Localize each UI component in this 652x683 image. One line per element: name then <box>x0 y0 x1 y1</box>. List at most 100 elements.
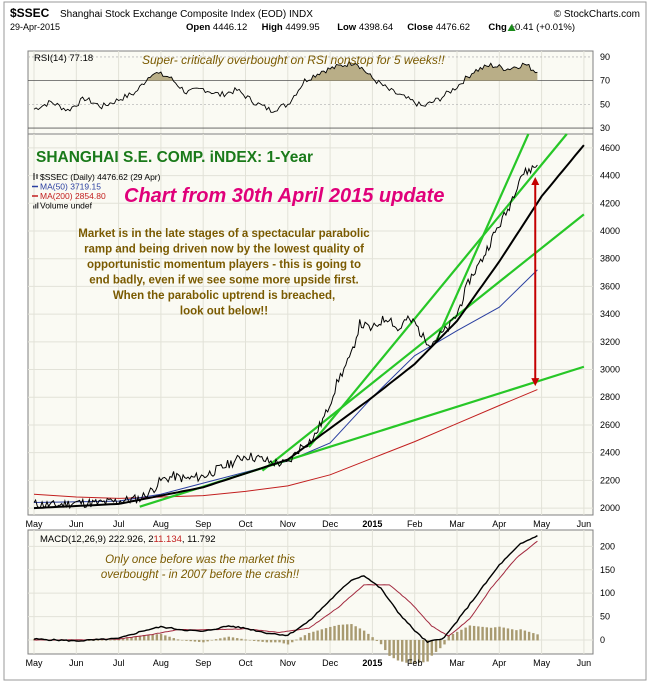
histogram-bar <box>117 639 120 641</box>
macd-tick-label: 150 <box>600 565 615 575</box>
x-tick-label: Aug <box>153 658 169 668</box>
x-tick-label: Feb <box>407 658 423 668</box>
chart-title: SHANGHAI S.E. COMP. iNDEX: 1-Year <box>36 149 313 166</box>
histogram-bar <box>456 631 459 641</box>
histogram-bar <box>274 639 277 643</box>
legend-entry: $SSEC (Daily) 4476.62 (29 Apr) <box>40 172 161 182</box>
x-tick-label: 2015 <box>362 519 382 529</box>
histogram-bar <box>329 626 332 641</box>
price-axis-ticks: 2000 2200 2400 2600 2800 3000 3200 3400 3600 3800… <box>600 143 620 513</box>
histogram-bar <box>87 639 91 641</box>
histogram-bar <box>206 639 209 642</box>
histogram-bar <box>384 639 387 651</box>
commentary-text: Market is in the late stages of a specta… <box>78 228 370 318</box>
histogram-bar <box>265 639 269 643</box>
histogram-bar <box>396 639 400 661</box>
x-tick-label: 2015 <box>362 658 382 668</box>
histogram-bar <box>498 626 501 641</box>
rsi-tick-label: 50 <box>600 99 610 109</box>
histogram-bar <box>515 630 518 641</box>
x-axis-main: May Jun Jul Aug Sep Oct Nov Dec 2015 Feb Mar Apr May… <box>25 519 591 529</box>
macd-label-suffix: , 11.792 <box>182 534 216 545</box>
histogram-bar <box>240 638 243 641</box>
histogram-bar <box>489 627 493 641</box>
histogram-bar <box>316 630 319 641</box>
price-tick-label: 3800 <box>600 254 620 264</box>
histogram-bar <box>130 637 133 641</box>
histogram-bar <box>248 639 252 641</box>
ohlc-key: Close <box>407 22 436 33</box>
price-tick-label: 3600 <box>600 281 620 291</box>
x-axis-macd: May Jun Jul Aug Sep Oct Nov Dec 2015 Feb Mar Apr May… <box>25 658 591 668</box>
rsi-tick-label: 70 <box>600 76 610 86</box>
x-tick-label: Jun <box>69 519 84 529</box>
histogram-bar <box>485 627 489 641</box>
histogram-bar <box>519 629 522 641</box>
chart-subtitle: Chart from 30th April 2015 update <box>124 185 444 207</box>
price-tick-label: 2800 <box>600 392 620 402</box>
histogram-bar <box>282 639 285 644</box>
ohlc-readout: Open 4446.12 High 4499.95 Low 4398.64 Close… <box>186 22 575 33</box>
trend-line-4 <box>434 133 530 343</box>
histogram-bar <box>506 628 510 641</box>
legend-entry: MA(200) 2854.80 <box>40 191 106 201</box>
ohlc-item-open: Open 4446.12 <box>186 22 247 33</box>
histogram-bar <box>109 639 112 641</box>
histogram-bar <box>532 633 535 641</box>
macd-line <box>33 535 538 644</box>
ma200-line <box>33 389 538 499</box>
x-tick-label: May <box>533 519 551 529</box>
price-tick-label: 4400 <box>600 171 620 181</box>
x-tick-label: May <box>25 658 43 668</box>
rsi-label: RSI(14) 77.18 <box>34 53 93 64</box>
histogram-bar <box>464 627 467 641</box>
x-tick-label: Mar <box>449 519 465 529</box>
x-tick-label: Aug <box>153 519 169 529</box>
macd-annotation-line: Only once before was the market this <box>105 554 295 566</box>
x-tick-label: Jun <box>577 519 592 529</box>
x-tick-label: Sep <box>195 519 211 529</box>
rsi-tick-label: 30 <box>600 123 610 133</box>
histogram-bar <box>257 639 260 642</box>
histogram-bar <box>422 639 425 663</box>
histogram-bar <box>303 635 307 641</box>
histogram-bar <box>430 639 434 656</box>
histogram-bar <box>113 639 116 641</box>
price-tick-label: 4600 <box>600 143 620 153</box>
histogram-bar <box>172 638 175 641</box>
macd-annotation: Only once before was the market this over… <box>101 554 300 581</box>
histogram-bar <box>189 639 192 642</box>
histogram-bar <box>481 626 484 641</box>
histogram-bar <box>375 639 379 641</box>
histogram-bar <box>527 631 531 641</box>
histogram-bar <box>439 639 442 649</box>
volume-bars-icon <box>33 202 39 209</box>
histogram-bar <box>236 638 239 641</box>
histogram-bar <box>472 625 476 641</box>
gap-arrow-head-top <box>531 176 540 185</box>
price-tick-label: 2000 <box>600 503 620 513</box>
x-tick-label: Apr <box>492 519 506 529</box>
x-tick-label: Apr <box>492 658 506 668</box>
date-label: 29-Apr-2015 <box>10 22 60 32</box>
histogram-bar <box>185 639 188 641</box>
histogram-bar <box>286 639 290 645</box>
histogram-bar <box>477 626 480 641</box>
macd-tick-label: 50 <box>600 612 610 622</box>
histogram-bar <box>176 639 180 641</box>
legend-bar <box>37 202 39 209</box>
ohlc-key: Open <box>186 22 213 33</box>
macd-annotation-line: overbought - in 2007 before the crash!! <box>101 569 300 581</box>
histogram-bar <box>312 631 315 641</box>
histogram-bar <box>405 639 408 663</box>
histogram-bar <box>362 630 366 641</box>
legend-bar <box>35 204 37 209</box>
histogram-bar <box>121 638 125 641</box>
legend-entry: MA(50) 3719.15 <box>40 182 101 192</box>
gap-arrow <box>531 176 540 387</box>
histogram-bar <box>278 639 281 643</box>
commentary-line: opportunistic momentum players - this is… <box>87 259 361 271</box>
histogram-bar <box>536 634 539 641</box>
histogram-bar <box>197 639 201 642</box>
price-tick-label: 3000 <box>600 365 620 375</box>
